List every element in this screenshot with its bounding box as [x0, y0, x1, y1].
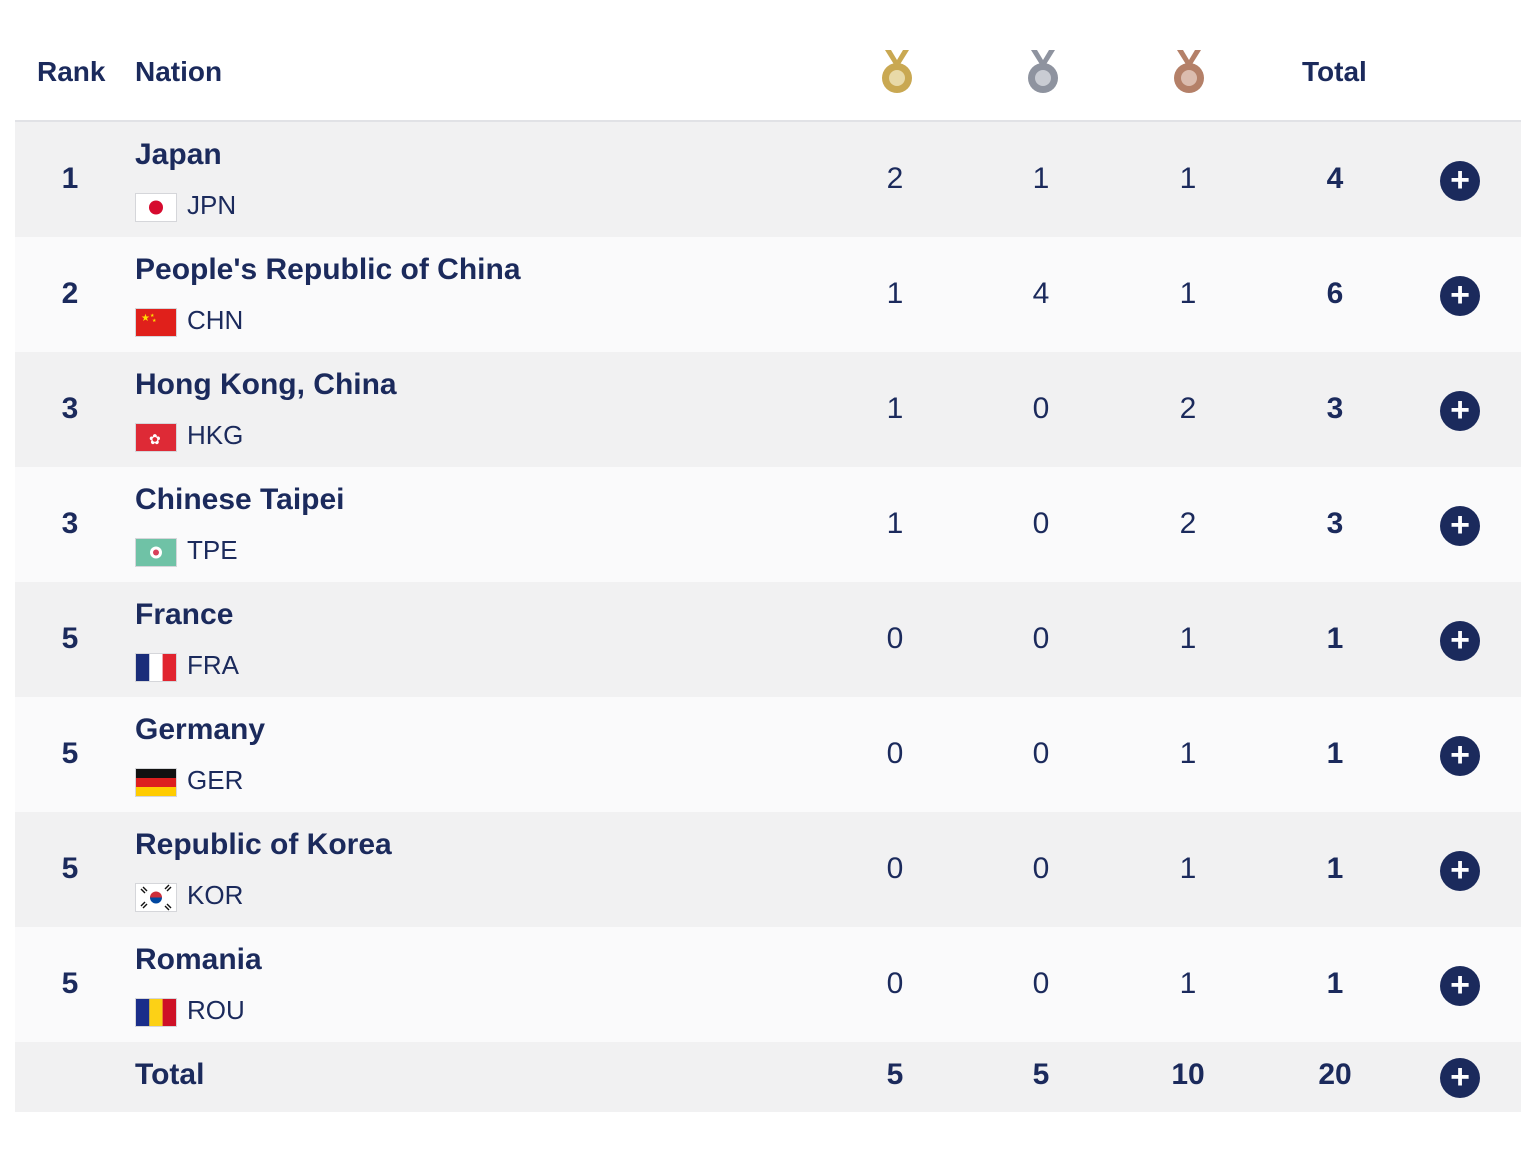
- silver-count: 0: [1032, 737, 1050, 770]
- total-count: 1: [1326, 967, 1344, 1000]
- rank-cell: 3: [61, 392, 79, 425]
- rank-cell: 2: [61, 277, 79, 310]
- nation-header: Nation: [135, 56, 223, 87]
- rank-cell: 5: [61, 967, 79, 1000]
- bronze-count: 1: [1179, 277, 1197, 310]
- expand-plus-icon[interactable]: +: [1440, 161, 1480, 201]
- silver-count: 0: [1032, 622, 1050, 655]
- gold-total: 5: [886, 1058, 904, 1091]
- svg-text:★: ★: [150, 313, 155, 319]
- rank-cell: 1: [61, 162, 79, 195]
- expand-plus-icon[interactable]: +: [1440, 276, 1480, 316]
- germany-flag-icon: [136, 769, 176, 796]
- nation-name[interactable]: Chinese Taipei: [135, 483, 345, 516]
- bronze-count: 1: [1179, 162, 1197, 195]
- china-flag-icon: ★ ★ ★: [136, 309, 176, 336]
- total-count: 1: [1326, 737, 1344, 770]
- svg-text:★: ★: [152, 318, 157, 324]
- nation-name[interactable]: Republic of Korea: [135, 828, 392, 861]
- expand-plus-icon[interactable]: +: [1440, 391, 1480, 431]
- nation-code: JPN: [187, 190, 237, 220]
- grand-total: 20: [1318, 1058, 1352, 1091]
- bronze-count: 2: [1179, 392, 1197, 425]
- silver-count: 0: [1032, 507, 1050, 540]
- nation-code: TPE: [187, 535, 238, 565]
- gold-count: 0: [886, 737, 904, 770]
- gold-count: 2: [886, 162, 904, 195]
- total-count: 1: [1326, 852, 1344, 885]
- bronze-medal-icon: [1174, 50, 1204, 93]
- nation-name[interactable]: Romania: [135, 943, 262, 976]
- table-row: 5 Romania ROU 0 0 1 1 +: [15, 927, 1521, 1042]
- svg-text:✿: ✿: [149, 432, 161, 448]
- bronze-total: 10: [1171, 1058, 1205, 1091]
- gold-count: 1: [886, 392, 904, 425]
- totals-label: Total: [135, 1058, 205, 1091]
- rank-cell: 5: [61, 622, 79, 655]
- nation-name[interactable]: France: [135, 598, 234, 631]
- gold-count: 0: [886, 967, 904, 1000]
- gold-medal-icon: [882, 50, 912, 93]
- expand-plus-icon[interactable]: +: [1440, 621, 1480, 661]
- rank-cell: 3: [61, 507, 79, 540]
- silver-total: 5: [1032, 1058, 1050, 1091]
- bronze-count: 1: [1179, 967, 1197, 1000]
- silver-count: 0: [1032, 392, 1050, 425]
- table-row: 5 France FRA 0 0 1 1 +: [15, 582, 1521, 697]
- table-row: 2 People's Republic of China ★ ★ ★ CHN 1…: [15, 237, 1521, 352]
- table-row: 3 Chinese Taipei TPE 1 0 2 3 +: [15, 467, 1521, 582]
- korea-flag-icon: [136, 884, 176, 911]
- table-row: 1 Japan JPN 2 1 1 4 +: [15, 122, 1521, 237]
- bronze-count: 1: [1179, 737, 1197, 770]
- silver-count: 1: [1032, 162, 1050, 195]
- nation-code: FRA: [187, 650, 239, 680]
- rank-cell: 5: [61, 852, 79, 885]
- nation-code: GER: [187, 765, 244, 795]
- silver-count: 4: [1032, 277, 1050, 310]
- nation-name[interactable]: Hong Kong, China: [135, 368, 397, 401]
- bronze-count: 2: [1179, 507, 1197, 540]
- gold-count: 1: [886, 507, 904, 540]
- romania-flag-icon: [136, 999, 176, 1026]
- nation-code: KOR: [187, 880, 244, 910]
- bronze-count: 1: [1179, 622, 1197, 655]
- france-flag-icon: [136, 654, 176, 681]
- gold-count: 0: [886, 622, 904, 655]
- table-row: 5 Republic of Korea KOR 0 0 1 1 +: [15, 812, 1521, 927]
- nation-name[interactable]: Japan: [135, 138, 222, 171]
- totals-row: Total 5 5 10 20 +: [15, 1042, 1521, 1112]
- gold-count: 1: [886, 277, 904, 310]
- gold-count: 0: [886, 852, 904, 885]
- silver-medal-icon: [1028, 50, 1058, 93]
- rank-cell: 5: [61, 737, 79, 770]
- chinese-taipei-flag-icon: [136, 539, 176, 566]
- hong-kong-flag-icon: ✿: [136, 424, 176, 451]
- total-count: 4: [1326, 162, 1344, 195]
- total-header: Total: [1302, 56, 1367, 87]
- table-row: 5 Germany GER 0 0 1 1 +: [15, 697, 1521, 812]
- total-count: 3: [1326, 392, 1344, 425]
- total-count: 6: [1326, 277, 1344, 310]
- silver-count: 0: [1032, 852, 1050, 885]
- nation-name[interactable]: People's Republic of China: [135, 253, 521, 286]
- nation-code: ROU: [187, 995, 245, 1025]
- svg-text:★: ★: [141, 313, 150, 324]
- expand-plus-icon[interactable]: +: [1440, 966, 1480, 1006]
- nation-code: CHN: [187, 305, 244, 335]
- nation-code: HKG: [187, 420, 244, 450]
- medal-table: Rank Nation Total 1 Japan JPN 2 1 1 4 +: [15, 0, 1521, 1112]
- nation-name[interactable]: Germany: [135, 713, 266, 746]
- total-count: 1: [1326, 622, 1344, 655]
- silver-count: 0: [1032, 967, 1050, 1000]
- japan-flag-icon: [136, 194, 176, 221]
- expand-plus-icon[interactable]: +: [1440, 1058, 1480, 1098]
- rank-header: Rank: [37, 56, 106, 87]
- table-header: Rank Nation Total: [15, 0, 1521, 122]
- expand-plus-icon[interactable]: +: [1440, 736, 1480, 776]
- expand-plus-icon[interactable]: +: [1440, 851, 1480, 891]
- expand-plus-icon[interactable]: +: [1440, 506, 1480, 546]
- bronze-count: 1: [1179, 852, 1197, 885]
- total-count: 3: [1326, 507, 1344, 540]
- table-row: 3 Hong Kong, China ✿ HKG 1 0 2 3 +: [15, 352, 1521, 467]
